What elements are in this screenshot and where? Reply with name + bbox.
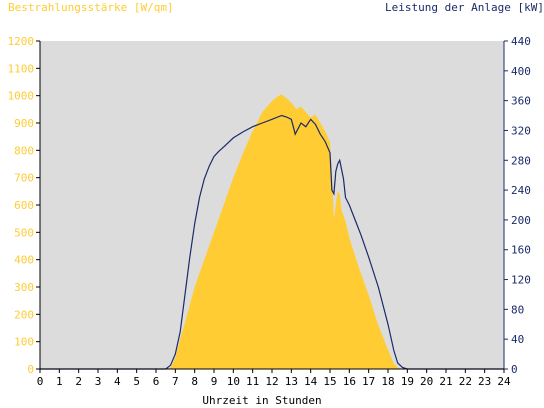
x-tick-label: 8 xyxy=(191,375,198,388)
x-tick-label: 17 xyxy=(362,375,375,388)
left-tick-label: 200 xyxy=(14,308,34,321)
left-tick-label: 300 xyxy=(14,281,34,294)
x-tick-label: 2 xyxy=(75,375,82,388)
x-tick-label: 22 xyxy=(459,375,472,388)
right-tick-label: 0 xyxy=(511,363,518,376)
left-tick-label: 400 xyxy=(14,254,34,267)
left-tick-label: 900 xyxy=(14,117,34,130)
left-tick-label: 1200 xyxy=(8,35,35,48)
right-tick-label: 80 xyxy=(511,303,524,316)
x-tick-label: 10 xyxy=(227,375,240,388)
x-tick-label: 24 xyxy=(497,375,511,388)
left-tick-label: 100 xyxy=(14,336,34,349)
left-tick-label: 800 xyxy=(14,144,34,157)
left-tick-label: 500 xyxy=(14,226,34,239)
left-tick-label: 700 xyxy=(14,172,34,185)
x-tick-label: 14 xyxy=(304,375,318,388)
x-tick-label: 16 xyxy=(343,375,356,388)
x-tick-label: 18 xyxy=(381,375,394,388)
series-layer xyxy=(40,94,504,370)
left-tick-label: 1100 xyxy=(8,62,35,75)
x-tick-label: 13 xyxy=(285,375,298,388)
left-tick-label: 0 xyxy=(27,363,34,376)
x-tick-label: 21 xyxy=(439,375,452,388)
x-tick-label: 12 xyxy=(265,375,278,388)
x-tick-label: 19 xyxy=(401,375,414,388)
left-tick-label: 600 xyxy=(14,199,34,212)
right-axis-title: Leistung der Anlage [kW] xyxy=(385,1,544,14)
right-tick-label: 360 xyxy=(511,95,531,108)
x-tick-label: 6 xyxy=(153,375,160,388)
x-tick-label: 5 xyxy=(133,375,140,388)
x-tick-label: 7 xyxy=(172,375,179,388)
x-tick-label: 23 xyxy=(478,375,491,388)
right-tick-label: 280 xyxy=(511,154,531,167)
x-tick-label: 4 xyxy=(114,375,121,388)
x-tick-label: 0 xyxy=(37,375,44,388)
right-tick-label: 440 xyxy=(511,35,531,48)
series-area-irradiance xyxy=(40,94,504,370)
series-line-power xyxy=(40,114,504,370)
right-tick-label: 320 xyxy=(511,124,531,137)
x-tick-label: 20 xyxy=(420,375,433,388)
left-axis-title: Bestrahlungsstärke [W/qm] xyxy=(8,1,174,14)
right-tick-label: 120 xyxy=(511,274,531,287)
ticks-layer: 0100200300400500600700800900100011001200… xyxy=(8,35,531,388)
right-tick-label: 200 xyxy=(511,214,531,227)
x-tick-label: 9 xyxy=(211,375,218,388)
right-tick-label: 400 xyxy=(511,65,531,78)
left-tick-label: 1000 xyxy=(8,90,35,103)
x-tick-label: 11 xyxy=(246,375,259,388)
right-tick-label: 40 xyxy=(511,333,524,346)
right-tick-label: 240 xyxy=(511,184,531,197)
x-axis-label: Uhrzeit in Stunden xyxy=(202,394,321,407)
x-tick-label: 1 xyxy=(56,375,63,388)
x-tick-label: 15 xyxy=(323,375,336,388)
x-tick-label: 3 xyxy=(95,375,102,388)
right-tick-label: 160 xyxy=(511,244,531,257)
